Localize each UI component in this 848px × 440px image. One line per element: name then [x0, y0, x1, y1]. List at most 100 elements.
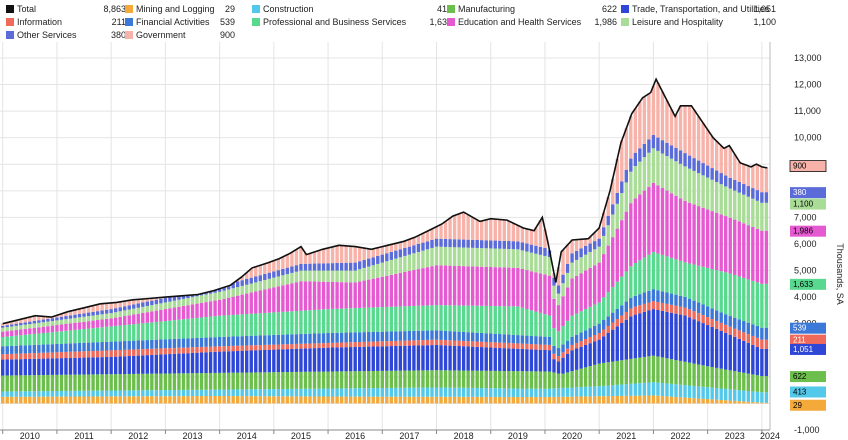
bar-financial-activities [665, 292, 669, 304]
bar-construction [466, 387, 470, 397]
bar-professional-and-business-services [764, 283, 769, 328]
bar-professional-and-business-services [724, 272, 728, 315]
bar-government [511, 223, 516, 242]
bar-trade-transportation-and-utilities [511, 348, 516, 372]
bar-mining-and-logging [222, 396, 226, 404]
bar-education-and-health-services [520, 268, 525, 308]
bar-mining-and-logging [443, 396, 448, 404]
bar-government [588, 236, 592, 244]
bar-manufacturing [263, 372, 267, 390]
bar-trade-transportation-and-utilities [452, 345, 457, 371]
bar-professional-and-business-services [475, 305, 479, 333]
bar-trade-transportation-and-utilities [439, 345, 443, 371]
bar-trade-transportation-and-utilities [421, 345, 425, 371]
bar-leisure-and-hospitality [19, 325, 23, 330]
bar-financial-activities [159, 339, 163, 349]
bar-mining-and-logging [457, 396, 461, 404]
bar-construction [258, 389, 262, 397]
bar-information [32, 353, 37, 359]
bar-trade-transportation-and-utilities [606, 333, 610, 363]
bar-other-services [425, 241, 430, 250]
bar-financial-activities [755, 326, 760, 338]
bar-financial-activities [615, 308, 619, 319]
bar-other-services [100, 310, 104, 315]
bar-construction [470, 387, 475, 397]
bar-professional-and-business-services [755, 282, 760, 327]
bar-government [651, 85, 656, 136]
bar-manufacturing [574, 369, 579, 388]
bar-professional-and-business-services [547, 315, 552, 337]
bar-government [5, 322, 9, 326]
bar-mining-and-logging [633, 395, 638, 404]
bar-financial-activities [321, 333, 326, 344]
bar-government [489, 218, 493, 241]
bar-government [665, 100, 669, 143]
bar-education-and-health-services [303, 281, 308, 311]
bar-trade-transportation-and-utilities [602, 336, 606, 363]
bar-information [493, 342, 497, 348]
bar-mining-and-logging [172, 396, 177, 404]
bar-manufacturing [290, 371, 294, 389]
bar-professional-and-business-services [10, 336, 14, 346]
bar-leisure-and-hospitality [385, 261, 389, 276]
bar-construction [380, 388, 384, 397]
bar-mining-and-logging [308, 396, 312, 404]
bar-construction [235, 389, 240, 397]
legend-item-mining-and-logging: Mining and Logging 29 [125, 3, 235, 15]
bar-information [502, 342, 506, 349]
bar-construction [407, 387, 412, 397]
bar-construction [367, 388, 371, 397]
bar-manufacturing [326, 371, 330, 389]
bar-leisure-and-hospitality [403, 255, 407, 272]
bar-leisure-and-hospitality [538, 254, 543, 274]
bar-government [705, 129, 710, 166]
bar-leisure-and-hospitality [751, 198, 755, 227]
bar-education-and-health-services [394, 273, 398, 307]
bar-financial-activities [299, 333, 303, 344]
bar-leisure-and-hospitality [592, 249, 597, 266]
bar-manufacturing [606, 362, 610, 386]
bar-professional-and-business-services [317, 309, 321, 334]
bar-education-and-health-services [23, 328, 27, 335]
bar-manufacturing [59, 374, 64, 391]
bar-information [100, 350, 104, 358]
bar-professional-and-business-services [385, 306, 389, 332]
bar-other-services [570, 253, 574, 263]
bar-information [489, 342, 493, 348]
bar-financial-activities [416, 330, 421, 341]
bar-information [574, 342, 579, 349]
bar-trade-transportation-and-utilities [484, 347, 488, 371]
bar-construction [389, 387, 394, 397]
bar-mining-and-logging [470, 396, 475, 404]
bar-government [86, 306, 91, 313]
bar-construction [683, 385, 687, 398]
bar-other-services [412, 245, 416, 254]
bar-manufacturing [629, 358, 633, 384]
bar-professional-and-business-services [470, 305, 475, 333]
bar-trade-transportation-and-utilities [615, 326, 619, 361]
bar-manufacturing [217, 372, 222, 390]
bar-information [556, 356, 561, 362]
bar-trade-transportation-and-utilities [403, 345, 407, 371]
bar-government [724, 147, 728, 176]
bar-other-services [443, 238, 448, 247]
bar-manufacturing [498, 370, 502, 389]
bar-mining-and-logging [303, 396, 308, 404]
bar-professional-and-business-services [272, 312, 276, 335]
bar-other-services [620, 181, 624, 194]
bar-leisure-and-hospitality [208, 293, 213, 302]
bar-professional-and-business-services [606, 292, 610, 317]
bar-manufacturing [362, 371, 366, 389]
bar-professional-and-business-services [534, 311, 538, 337]
bar-government [358, 247, 362, 262]
bar-other-services [136, 303, 140, 308]
bar-other-services [692, 158, 696, 171]
bar-construction [570, 387, 574, 397]
bar-financial-activities [602, 320, 606, 330]
bar-education-and-health-services [529, 271, 534, 311]
bar-construction [195, 389, 199, 397]
bar-manufacturing [403, 370, 407, 388]
legend-item-government: Government 900 [125, 29, 235, 41]
bar-government [719, 145, 723, 174]
bar-mining-and-logging [484, 396, 488, 404]
